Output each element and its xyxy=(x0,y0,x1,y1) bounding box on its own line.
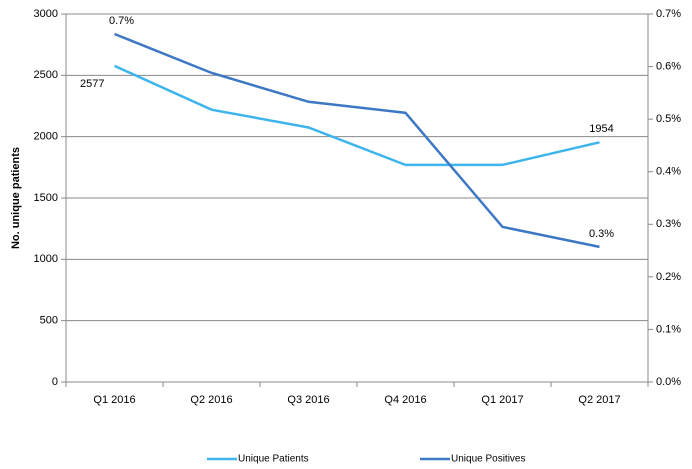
y2-tick-label: 0.2% xyxy=(656,271,681,283)
y-tick-label: 2500 xyxy=(34,69,58,81)
series-line xyxy=(114,32,600,249)
y2-tick-label: 0.0% xyxy=(656,376,681,388)
legend-label: Unique Patients xyxy=(238,454,309,465)
y-tick-label: 0 xyxy=(52,376,58,388)
x-tick-label: Q1 2016 xyxy=(93,394,135,406)
data-label: 1954 xyxy=(589,123,613,135)
y2-tick-label: 0.6% xyxy=(656,60,681,72)
y-tick-label: 1500 xyxy=(34,192,58,204)
y-axis-label: No. unique patients xyxy=(10,147,22,249)
data-label: 2577 xyxy=(80,78,104,90)
legend-label: Unique Positives xyxy=(451,454,525,465)
y2-tick-label: 0.3% xyxy=(656,218,681,230)
y-tick-label: 3000 xyxy=(34,8,58,20)
y2-tick-label: 0.7% xyxy=(656,8,681,20)
data-label: 0.7% xyxy=(109,15,134,27)
series-line xyxy=(113,64,600,167)
y2-tick-label: 0.5% xyxy=(656,113,681,125)
y-tick-label: 2000 xyxy=(34,131,58,143)
x-tick-label: Q1 2017 xyxy=(481,394,523,406)
y2-tick-label: 0.1% xyxy=(656,323,681,335)
x-tick-label: Q2 2017 xyxy=(578,394,620,406)
y-tick-label: 500 xyxy=(40,315,58,327)
data-label: 0.3% xyxy=(589,228,614,240)
y-tick-label: 1000 xyxy=(34,253,58,265)
y2-tick-label: 0.4% xyxy=(656,166,681,178)
x-tick-label: Q2 2016 xyxy=(190,394,232,406)
x-tick-label: Q4 2016 xyxy=(384,394,426,406)
x-tick-label: Q3 2016 xyxy=(287,394,329,406)
